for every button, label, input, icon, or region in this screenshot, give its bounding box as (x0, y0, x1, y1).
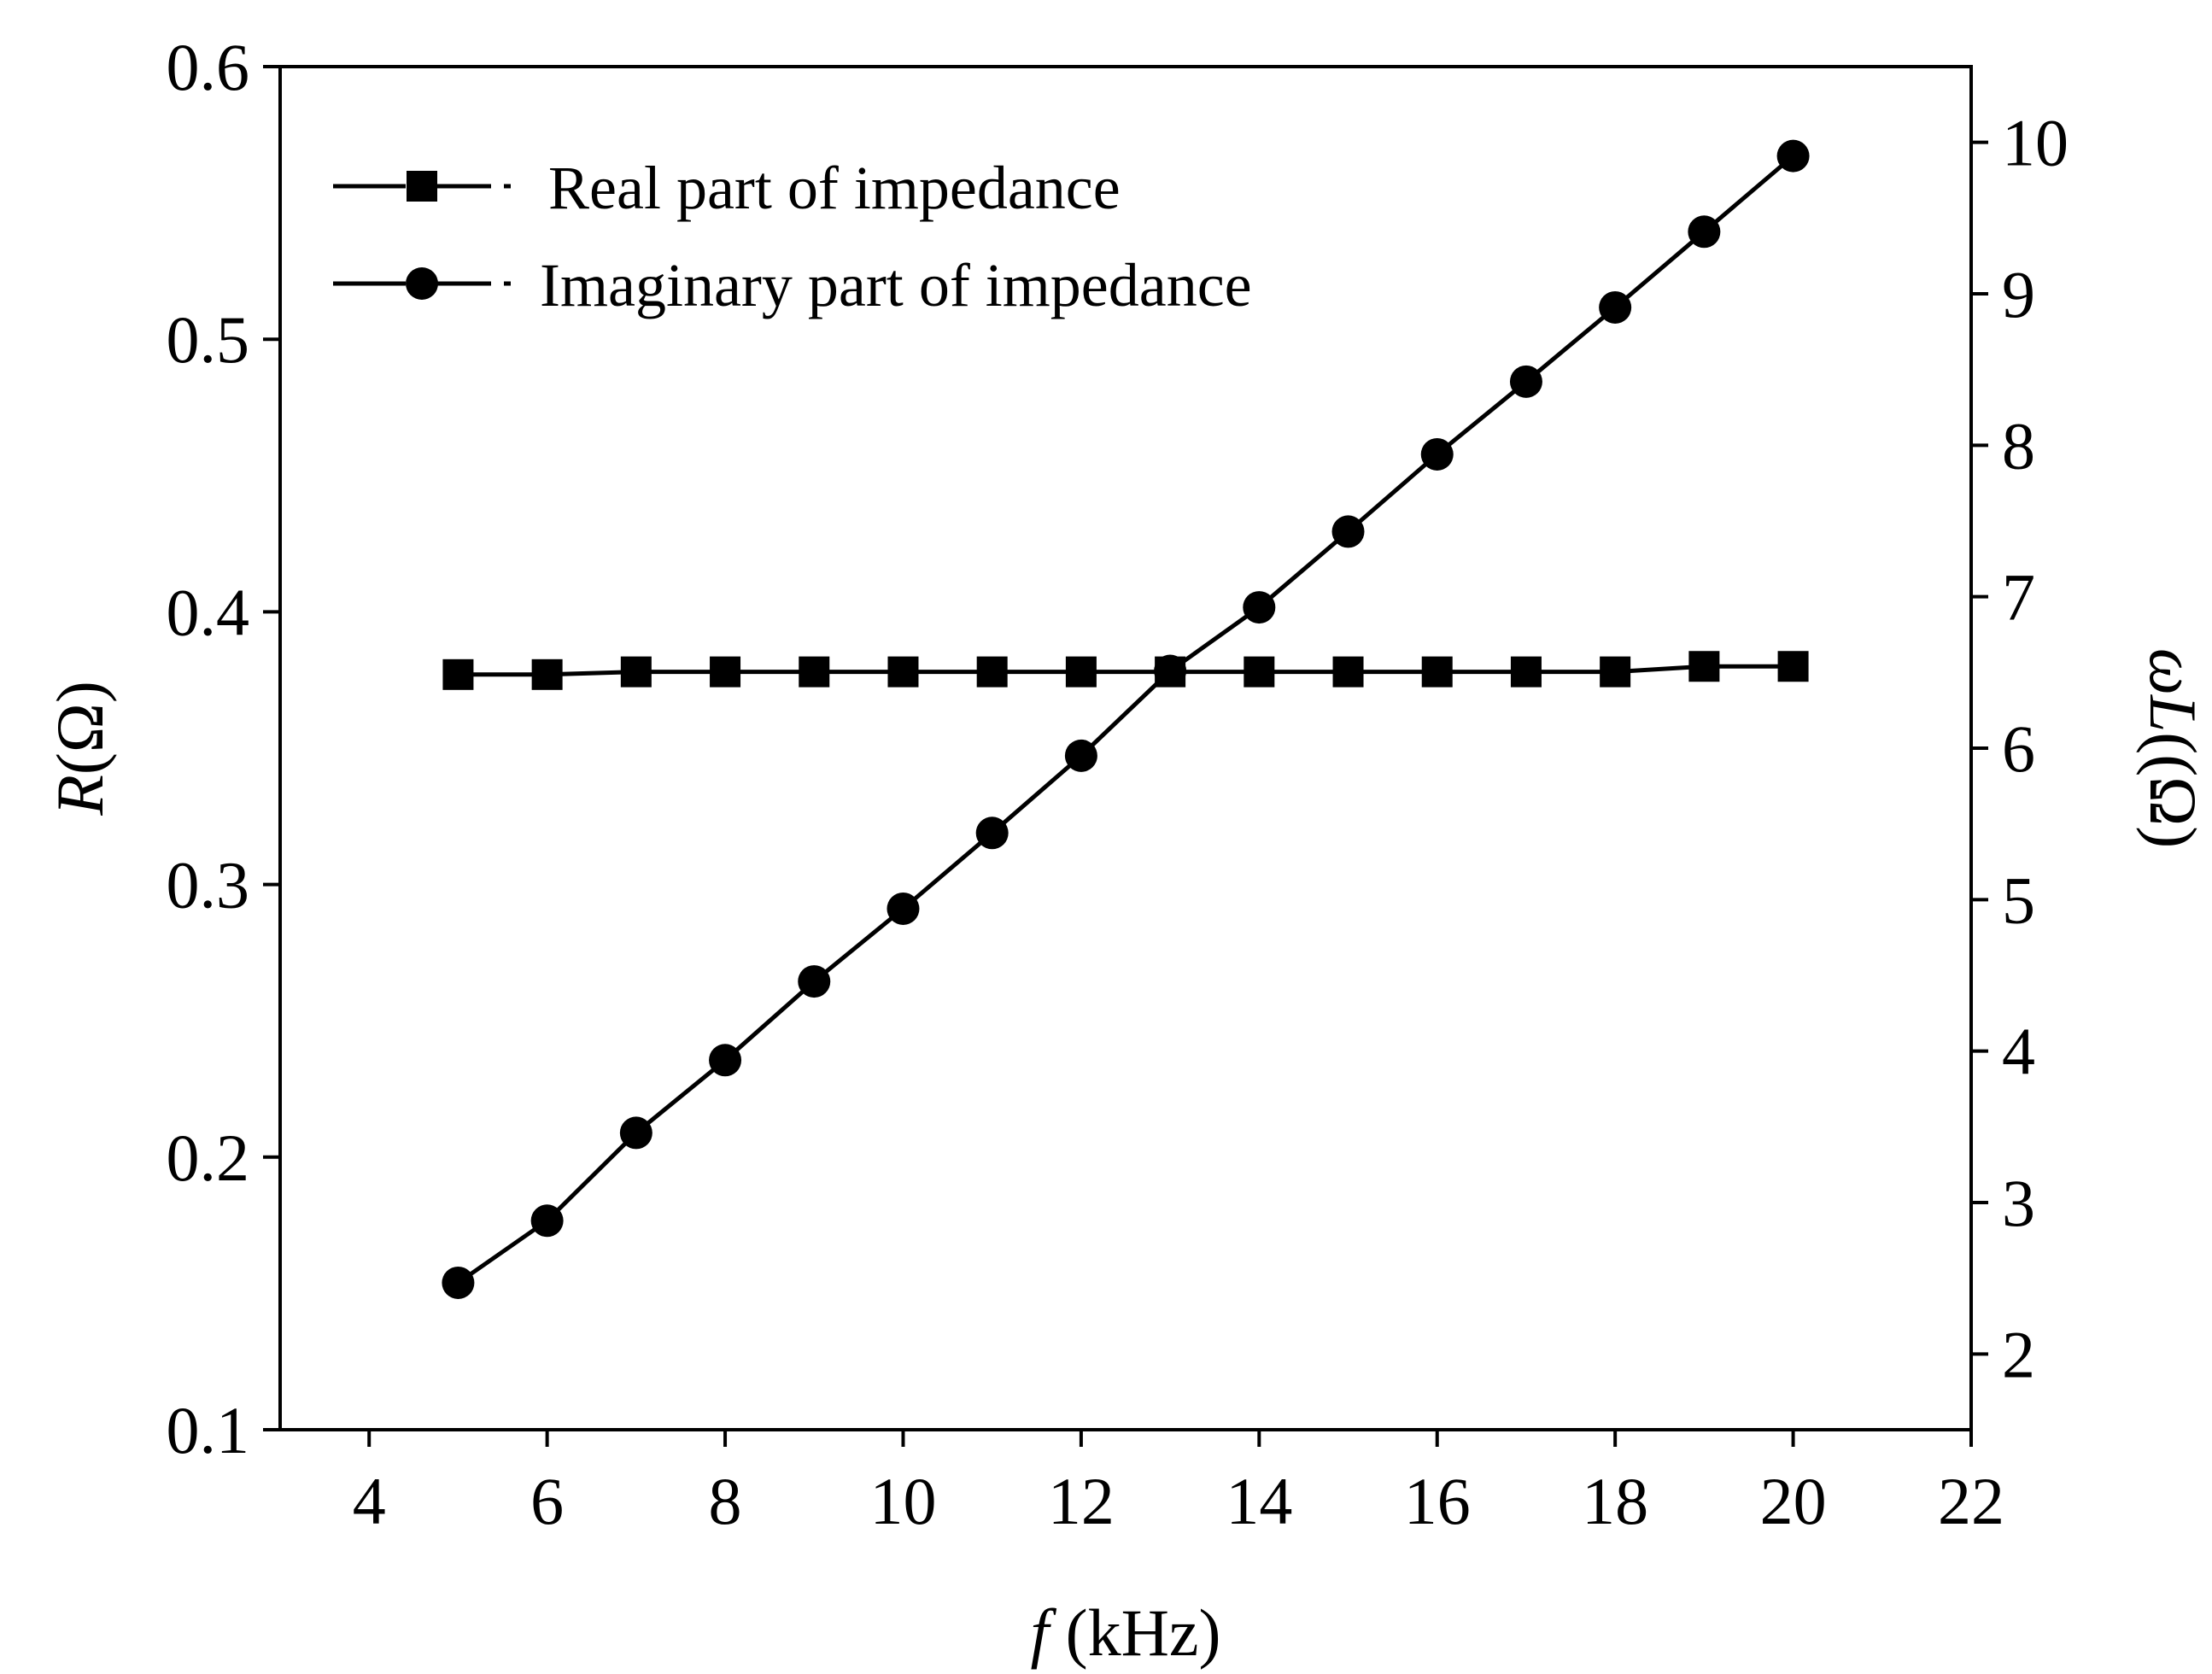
x-axis-ticks: 4 6 8 10 12 14 16 18 20 22 (353, 1430, 2004, 1538)
right-tick-label: 7 (2002, 560, 2035, 635)
x-tick-label: 18 (1582, 1464, 1648, 1538)
x-axis-title: f (kHz) (1030, 1595, 1220, 1670)
left-tick-label: 0.4 (167, 575, 250, 649)
imaginary-data-point (975, 817, 1009, 850)
legend-square-marker (407, 171, 437, 202)
series-line-imaginary (456, 154, 1795, 1285)
imaginary-data-point (1420, 437, 1454, 471)
right-tick-label: 10 (2002, 106, 2069, 180)
imaginary-data-point (709, 1044, 742, 1077)
left-tick-label: 0.2 (167, 1121, 250, 1195)
real-data-point (887, 656, 919, 688)
imaginary-data-point (1331, 515, 1365, 548)
imaginary-data-point (1154, 654, 1187, 688)
left-tick-label: 0.5 (167, 302, 250, 377)
x-tick-label: 4 (353, 1464, 386, 1538)
real-data-point (976, 656, 1008, 688)
legend-circle-marker (406, 267, 438, 300)
series-line-real (458, 664, 1794, 677)
x-tick-label: 22 (1938, 1464, 2004, 1538)
real-data-point (1065, 656, 1097, 688)
x-tick-label: 8 (709, 1464, 742, 1538)
real-data-point (799, 656, 830, 688)
imaginary-data-point (1064, 739, 1097, 772)
real-data-point (1332, 656, 1364, 688)
legend-label-imaginary: Imaginary part of impedance (540, 251, 1252, 319)
right-tick-label: 9 (2002, 257, 2035, 331)
imaginary-data-point (1688, 215, 1721, 249)
real-data-point (531, 658, 563, 690)
imaginary-data-point (1509, 365, 1542, 398)
left-tick-label: 0.6 (167, 30, 250, 104)
legend-label-real: Real part of impedance (548, 154, 1121, 222)
imaginary-data-point (619, 1116, 652, 1150)
real-data-point (1510, 656, 1542, 688)
left-tick-label: 0.1 (167, 1393, 250, 1467)
right-tick-label: 3 (2002, 1166, 2035, 1240)
real-data-point (620, 656, 652, 688)
real-data-point (1688, 651, 1720, 682)
legend-entry-imaginary: Imaginary part of impedance (333, 251, 1252, 319)
real-data-point (1421, 656, 1453, 688)
imaginary-data-point (1776, 139, 1810, 173)
series-layer (442, 139, 1810, 1299)
right-tick-label: 8 (2002, 408, 2035, 483)
left-tick-label: 0.3 (167, 848, 250, 922)
right-axis-title: ωL((Ω) (2136, 648, 2210, 848)
imaginary-data-point (530, 1204, 564, 1238)
imaginary-data-point (1599, 290, 1632, 324)
imaginary-data-point (798, 965, 831, 998)
real-data-point (1777, 651, 1809, 682)
right-tick-label: 6 (2002, 711, 2035, 786)
left-axis-title: R(Ω) (43, 681, 117, 817)
right-tick-label: 5 (2002, 863, 2035, 937)
legend: Real part of impedance Imaginary part of… (333, 154, 1252, 319)
imaginary-data-point (442, 1266, 475, 1299)
right-tick-label: 2 (2002, 1317, 2035, 1391)
imaginary-data-point (887, 892, 920, 925)
x-tick-label: 6 (530, 1464, 564, 1538)
real-data-point (442, 658, 474, 690)
real-data-point (1600, 656, 1631, 688)
x-tick-label: 14 (1226, 1464, 1292, 1538)
right-tick-label: 4 (2002, 1015, 2035, 1089)
imaginary-data-point (1243, 591, 1276, 624)
right-axis-ticks: 2 3 4 5 6 7 8 9 10 (1971, 106, 2069, 1391)
x-tick-label: 16 (1404, 1464, 1471, 1538)
x-tick-label: 12 (1048, 1464, 1115, 1538)
x-tick-label: 10 (869, 1464, 936, 1538)
x-tick-label: 20 (1760, 1464, 1827, 1538)
real-data-point (1244, 656, 1275, 688)
left-axis-ticks: 0.1 0.2 0.3 0.4 0.5 0.6 (167, 30, 280, 1467)
real-data-point (710, 656, 741, 688)
legend-entry-real: Real part of impedance (333, 154, 1121, 222)
